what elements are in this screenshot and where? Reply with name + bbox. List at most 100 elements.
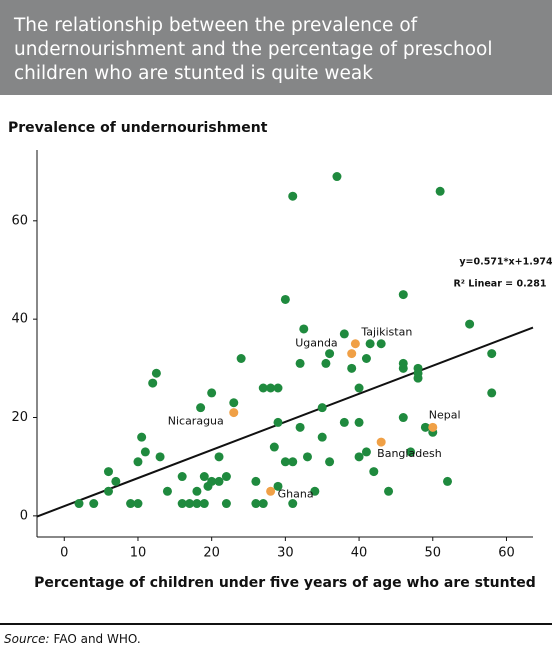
point <box>155 452 165 462</box>
point <box>398 413 408 423</box>
point <box>435 186 445 196</box>
point <box>199 472 209 482</box>
point <box>214 452 224 462</box>
point <box>398 290 408 300</box>
point <box>302 452 312 462</box>
highlight-point <box>266 486 276 496</box>
x-tick-label: 50 <box>424 546 441 561</box>
point <box>321 358 331 368</box>
r-squared: R² Linear = 0.281 <box>453 279 546 290</box>
point <box>365 339 375 349</box>
point <box>288 499 298 509</box>
point <box>325 457 335 467</box>
point <box>207 476 217 486</box>
highlight-point <box>347 349 357 359</box>
point-label: Nicaragua <box>168 415 224 428</box>
point <box>89 499 99 509</box>
point <box>465 319 475 329</box>
point <box>413 363 423 373</box>
y-tick-label: 40 <box>11 312 28 327</box>
source: Source: FAO and WHO. <box>4 632 141 646</box>
point <box>221 472 231 482</box>
point <box>339 329 349 339</box>
point <box>236 353 246 363</box>
source-label: Source: <box>4 632 50 646</box>
point <box>295 358 305 368</box>
point <box>310 486 320 496</box>
point <box>192 499 202 509</box>
point <box>295 422 305 432</box>
point <box>487 388 497 398</box>
point-label: Ghana <box>278 487 314 500</box>
point <box>185 499 195 509</box>
point <box>332 172 342 182</box>
chart-title: The relationship between the prevalence … <box>0 0 552 95</box>
point <box>273 417 283 427</box>
point <box>229 398 239 408</box>
y-tick-label: 0 <box>20 508 28 523</box>
point <box>162 486 172 496</box>
point-label: Tajikistan <box>360 326 412 339</box>
point <box>420 422 430 432</box>
x-tick-label: 10 <box>130 546 147 561</box>
point <box>325 349 335 359</box>
point <box>361 353 371 363</box>
point <box>280 457 290 467</box>
point <box>273 481 283 491</box>
point <box>177 472 187 482</box>
y-tick-label: 20 <box>11 410 28 425</box>
point <box>406 447 416 457</box>
x-tick-label: 30 <box>277 546 294 561</box>
point <box>137 432 147 442</box>
point <box>376 339 386 349</box>
highlight-point <box>350 339 360 349</box>
point <box>196 403 206 413</box>
point <box>361 447 371 457</box>
point-label: Uganda <box>295 337 337 350</box>
point <box>151 368 161 378</box>
point <box>354 383 364 393</box>
point <box>207 388 217 398</box>
point <box>384 486 394 496</box>
x-tick-label: 40 <box>351 546 368 561</box>
y-tick-label: 60 <box>11 213 28 228</box>
point <box>288 457 298 467</box>
point-label: Nepal <box>429 408 461 421</box>
point <box>487 349 497 359</box>
point <box>214 476 224 486</box>
highlight-point <box>229 408 239 418</box>
highlight-point <box>428 422 438 432</box>
y-axis-label: Prevalence of undernourishment <box>8 120 268 136</box>
point <box>339 417 349 427</box>
point <box>133 499 143 509</box>
point <box>140 447 150 457</box>
point <box>398 358 408 368</box>
point <box>258 383 268 393</box>
point <box>317 403 327 413</box>
source-text: FAO and WHO. <box>54 632 141 646</box>
point <box>269 442 279 452</box>
point <box>369 467 379 477</box>
point <box>299 324 309 334</box>
point <box>148 378 158 388</box>
point <box>251 476 261 486</box>
equation: y=0.571*x+1.974 <box>459 257 552 268</box>
point <box>288 191 298 201</box>
point <box>347 363 357 373</box>
point <box>280 294 290 304</box>
point <box>103 486 113 496</box>
point <box>199 499 209 509</box>
point <box>251 499 261 509</box>
point <box>74 499 84 509</box>
point-label: Bangladesh <box>377 447 442 460</box>
x-tick-label: 20 <box>203 546 220 561</box>
highlight-point <box>376 437 386 447</box>
point <box>317 432 327 442</box>
point <box>266 383 276 393</box>
point <box>443 476 453 486</box>
point <box>177 499 187 509</box>
point <box>258 499 268 509</box>
point <box>103 467 113 477</box>
